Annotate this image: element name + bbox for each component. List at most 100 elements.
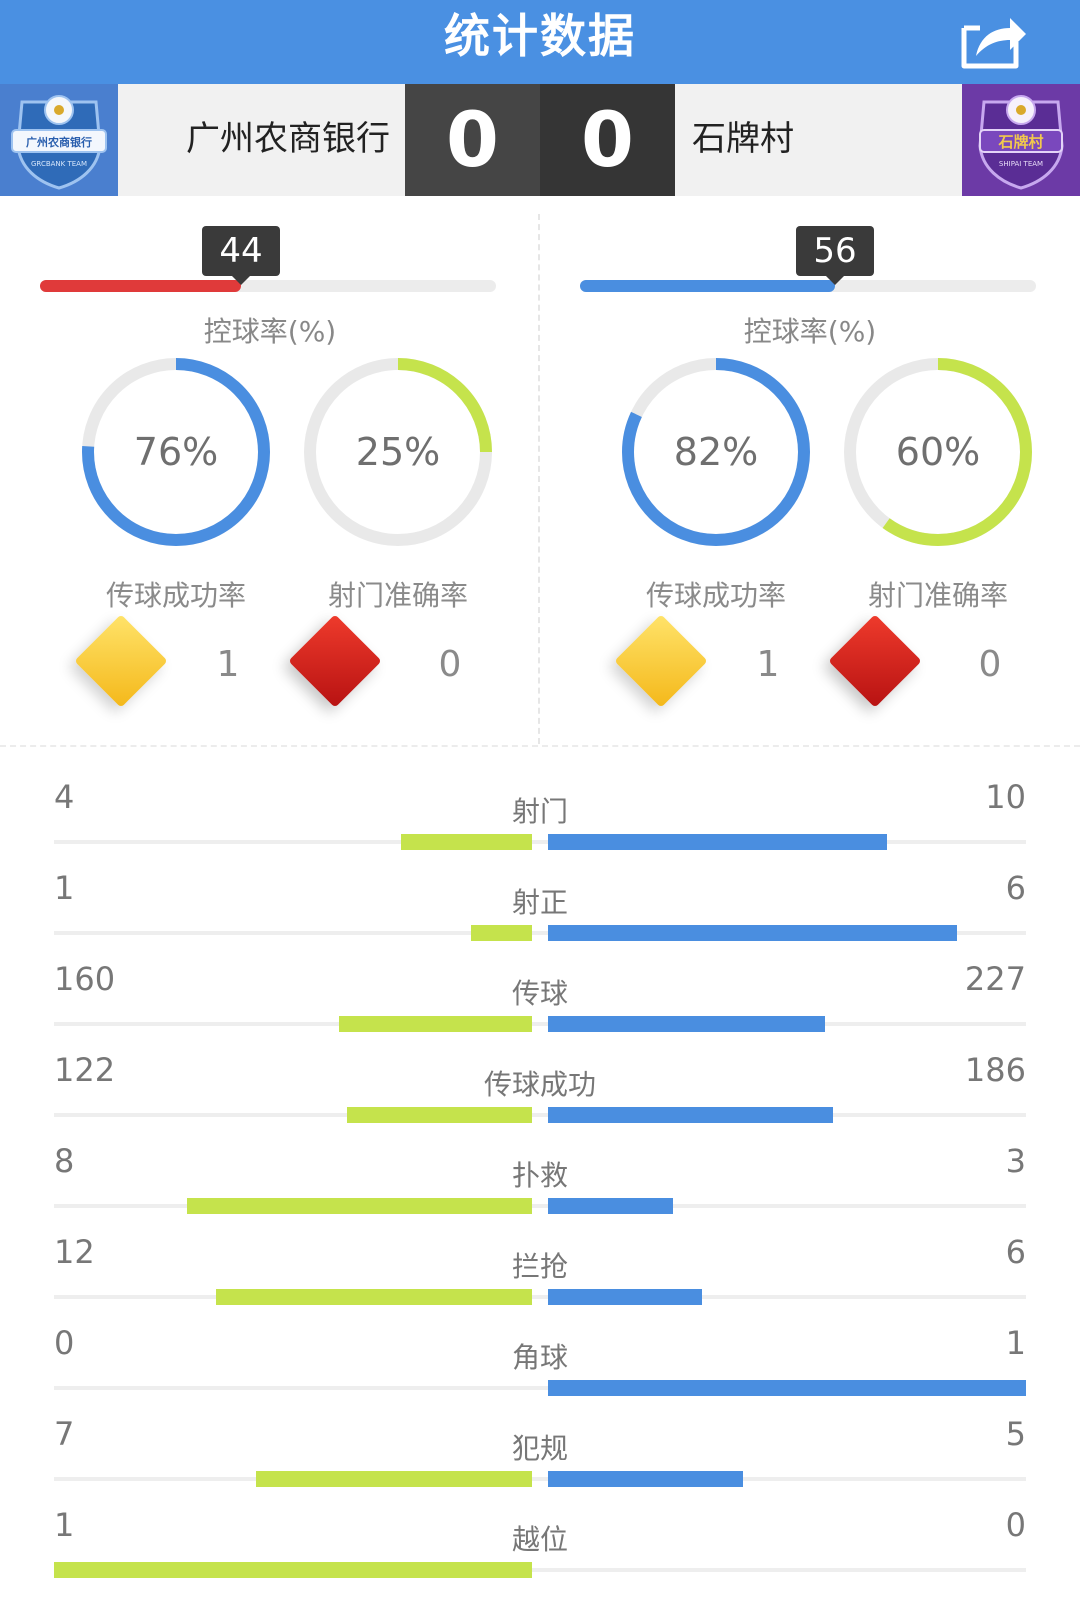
possession-value: 56: [796, 226, 874, 285]
red-card-count: 0: [978, 644, 1002, 685]
ring-progress: [82, 358, 270, 546]
stat-away-value: 6: [1005, 869, 1026, 907]
home-team-logo[interactable]: 广州农商银行 GRCBANK TEAM: [0, 84, 118, 196]
stat-row: 8 扑救 3: [0, 1142, 1080, 1233]
possession-fill: [580, 280, 835, 292]
stat-away-value: 227: [964, 960, 1026, 998]
stat-label: 射门: [511, 795, 568, 828]
stat-away-bar: [548, 1471, 743, 1487]
pass-rate-label: 传球成功率: [105, 579, 246, 612]
stat-away-bar: [548, 1016, 825, 1032]
stat-label: 角球: [511, 1341, 568, 1374]
away-logo-subtext: SHIPAI TEAM: [999, 160, 1043, 168]
stat-home-value: 1: [54, 869, 75, 907]
yellow-card-icon: [614, 614, 708, 708]
stat-away-bar: [548, 1198, 673, 1214]
stat-away-value: 0: [1005, 1506, 1026, 1544]
stat-row: 160 传球 227: [0, 960, 1080, 1051]
stat-home-value: 12: [54, 1233, 95, 1271]
home-team-panel: 44 控球率(%) 76% 传球成功率 25% 射门准确率 1 0: [0, 196, 540, 746]
stat-label: 传球成功: [483, 1068, 596, 1101]
possession-track: [40, 280, 496, 292]
ring-progress: [844, 358, 1032, 546]
possession-fill: [40, 280, 241, 292]
away-team-name[interactable]: 石牌村: [692, 119, 794, 159]
shot-accuracy-label: 射门准确率: [327, 579, 468, 612]
possession-label: 控球率(%): [743, 315, 877, 348]
scoreboard: 广州农商银行 GRCBANK TEAM 广州农商银行 0 0 石牌村 石牌村 S…: [0, 84, 1080, 196]
team-crest-icon: 广州农商银行 GRCBANK TEAM: [11, 95, 107, 190]
yellow-card-count: 1: [756, 644, 780, 685]
stat-label: 拦抢: [511, 1250, 568, 1283]
stat-away-value: 10: [985, 778, 1026, 816]
home-team-name[interactable]: 广州农商银行: [186, 119, 390, 159]
stat-row: 0 角球 1: [0, 1324, 1080, 1415]
shot-accuracy-value: 60%: [895, 430, 981, 474]
stat-track: [54, 1477, 1026, 1481]
stat-row: 1 越位 0: [0, 1506, 1080, 1597]
stat-row: 12 拦抢 6: [0, 1233, 1080, 1324]
stat-away-bar: [548, 1289, 702, 1305]
stat-away-bar: [548, 1380, 1026, 1396]
stat-track: [54, 1204, 1026, 1208]
red-card-icon: [288, 614, 382, 708]
share-button[interactable]: [958, 6, 1030, 72]
shot-accuracy-ring: 25%: [300, 354, 496, 550]
stat-away-value: 186: [964, 1051, 1026, 1089]
possession-track: [580, 280, 1036, 292]
red-card-icon: [828, 614, 922, 708]
stat-home-bar: [471, 925, 532, 941]
away-team-panel: 56 控球率(%) 82% 传球成功率 60% 射门准确率 1 0: [540, 196, 1080, 746]
team-crest-icon: 石牌村 SHIPAI TEAM: [978, 95, 1064, 190]
stat-home-bar: [216, 1289, 532, 1305]
pass-rate-ring: 82%: [618, 354, 814, 550]
stat-home-bar: [256, 1471, 532, 1487]
stat-home-value: 160: [54, 960, 116, 998]
stat-label: 扑救: [511, 1159, 568, 1192]
stat-track: [54, 1568, 1026, 1572]
section-divider: [0, 745, 1080, 747]
share-icon: [961, 18, 1026, 69]
shot-accuracy-value: 25%: [355, 430, 441, 474]
stat-away-bar: [548, 1107, 833, 1123]
yellow-card-icon: [74, 614, 168, 708]
stat-track: [54, 931, 1026, 935]
possession-label: 控球率(%): [203, 315, 337, 348]
stat-track: [54, 1386, 1026, 1390]
stat-home-bar: [187, 1198, 532, 1214]
stat-track: [54, 1295, 1026, 1299]
stat-home-bar: [339, 1016, 532, 1032]
stat-away-bar: [548, 925, 957, 941]
home-score: 0: [405, 84, 540, 196]
pass-rate-ring: 76%: [78, 354, 274, 550]
stat-home-value: 1: [54, 1506, 75, 1544]
pass-rate-value: 76%: [133, 430, 219, 474]
stat-home-value: 0: [54, 1324, 75, 1362]
page-title: 统计数据: [444, 9, 636, 63]
away-score: 0: [540, 84, 675, 196]
stat-away-value: 3: [1005, 1142, 1026, 1180]
stat-home-bar: [347, 1107, 532, 1123]
ring-progress: [622, 358, 810, 546]
stat-row: 7 犯规 5: [0, 1415, 1080, 1506]
ring-progress: [304, 358, 492, 546]
stat-home-value: 4: [54, 778, 75, 816]
stat-away-value: 6: [1005, 1233, 1026, 1271]
stat-track: [54, 1022, 1026, 1026]
home-logo-subtext: GRCBANK TEAM: [31, 160, 87, 168]
stat-row: 122 传球成功 186: [0, 1051, 1080, 1142]
stat-track: [54, 840, 1026, 844]
stat-away-value: 1: [1005, 1324, 1026, 1362]
home-logo-text: 广州农商银行: [26, 135, 92, 149]
possession-value: 44: [202, 226, 280, 285]
stat-home-bar: [54, 1562, 532, 1578]
stat-label: 越位: [511, 1523, 568, 1556]
pass-rate-label: 传球成功率: [645, 579, 786, 612]
stat-row: 4 射门 10: [0, 778, 1080, 869]
stat-home-value: 8: [54, 1142, 75, 1180]
stat-label: 传球: [511, 977, 568, 1010]
stat-row: 1 射正 6: [0, 869, 1080, 960]
shot-accuracy-ring: 60%: [840, 354, 1036, 550]
stat-home-value: 122: [54, 1051, 116, 1089]
away-team-logo[interactable]: 石牌村 SHIPAI TEAM: [962, 84, 1080, 196]
